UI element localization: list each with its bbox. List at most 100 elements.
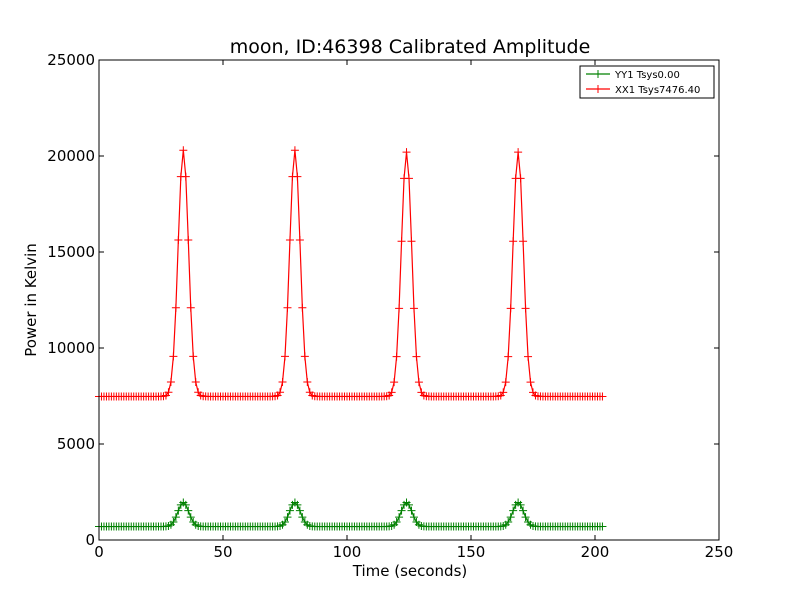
data-point bbox=[283, 513, 292, 522]
data-point bbox=[390, 378, 399, 387]
data-point bbox=[295, 236, 304, 245]
data-point bbox=[186, 303, 195, 312]
y-axis-label: Power in Kelvin bbox=[22, 243, 40, 357]
data-point bbox=[169, 352, 178, 361]
data-point bbox=[397, 506, 406, 515]
chart-title: moon, ID:46398 Calibrated Amplitude bbox=[230, 36, 591, 58]
data-point bbox=[283, 303, 292, 312]
data-point bbox=[285, 506, 294, 515]
plot-area bbox=[95, 146, 607, 531]
x-tick-label: 0 bbox=[94, 543, 104, 561]
data-point bbox=[191, 377, 200, 386]
data-point bbox=[407, 506, 416, 515]
data-point bbox=[281, 352, 289, 361]
data-point bbox=[412, 352, 421, 361]
data-point bbox=[402, 148, 411, 157]
data-point bbox=[300, 352, 309, 361]
y-tick-label: 20000 bbox=[47, 147, 95, 165]
data-point bbox=[169, 517, 178, 526]
x-tick-label: 50 bbox=[213, 543, 232, 561]
axis-ticks: 0 50 100 150 200 250 0 5000 10000 15000 20000 25000 bbox=[47, 51, 733, 561]
data-point bbox=[278, 377, 287, 386]
data-point bbox=[409, 513, 418, 522]
legend-marker bbox=[594, 70, 602, 78]
y-tick-label: 10000 bbox=[47, 339, 95, 357]
data-point bbox=[598, 522, 607, 531]
data-point bbox=[519, 506, 528, 515]
legend-item: XX1 Tsys7476.40 bbox=[586, 85, 700, 96]
data-point bbox=[281, 517, 289, 526]
data-point bbox=[285, 236, 294, 245]
data-point bbox=[526, 378, 535, 387]
data-point bbox=[174, 236, 183, 245]
data-point bbox=[405, 500, 413, 509]
data-point bbox=[293, 500, 302, 509]
y-tick-label: 15000 bbox=[47, 243, 95, 261]
data-point bbox=[181, 172, 190, 181]
data-point bbox=[501, 378, 510, 387]
data-point bbox=[499, 388, 508, 397]
data-point bbox=[184, 236, 193, 245]
data-point bbox=[186, 513, 195, 522]
series-1 bbox=[95, 146, 607, 401]
data-point bbox=[181, 500, 190, 509]
data-point bbox=[506, 304, 515, 313]
data-point bbox=[171, 513, 180, 522]
legend-item: YY1 Tsys0.00 bbox=[586, 70, 680, 81]
data-point bbox=[387, 388, 396, 397]
data-point bbox=[298, 513, 307, 522]
data-point bbox=[189, 352, 198, 361]
series-0 bbox=[95, 498, 607, 531]
data-point bbox=[519, 237, 528, 246]
data-point bbox=[298, 303, 307, 312]
legend: YY1 Tsys0.00 XX1 Tsys7476.40 bbox=[579, 65, 715, 99]
data-point bbox=[392, 352, 401, 361]
data-point bbox=[598, 392, 607, 401]
data-point bbox=[509, 506, 518, 515]
data-point bbox=[166, 377, 175, 386]
data-point bbox=[516, 500, 525, 509]
data-point bbox=[504, 517, 513, 526]
data-point bbox=[392, 517, 401, 526]
data-point bbox=[290, 146, 299, 155]
y-tick-label: 5000 bbox=[57, 435, 95, 453]
data-point bbox=[395, 513, 404, 522]
axes-frame bbox=[98, 59, 720, 541]
data-point bbox=[174, 506, 183, 515]
data-point bbox=[276, 388, 285, 397]
legend-marker bbox=[594, 85, 602, 93]
data-point bbox=[506, 513, 515, 522]
data-point bbox=[509, 237, 518, 246]
data-point bbox=[293, 172, 302, 181]
x-tick-label: 100 bbox=[333, 543, 362, 561]
data-point bbox=[504, 352, 513, 361]
y-tick-label: 0 bbox=[85, 531, 95, 549]
data-point bbox=[516, 174, 525, 183]
data-point bbox=[521, 513, 530, 522]
data-point bbox=[303, 377, 312, 386]
x-axis-label: Time (seconds) bbox=[352, 562, 468, 580]
data-point bbox=[171, 303, 180, 312]
data-point bbox=[521, 304, 530, 313]
legend-label: YY1 Tsys0.00 bbox=[614, 70, 680, 81]
legend-label: XX1 Tsys7476.40 bbox=[615, 85, 700, 96]
data-point bbox=[414, 378, 423, 387]
legend-frame bbox=[579, 65, 715, 99]
x-tick-label: 200 bbox=[581, 543, 610, 561]
data-point bbox=[395, 304, 404, 313]
data-point bbox=[184, 506, 193, 515]
data-point bbox=[514, 148, 523, 157]
data-point bbox=[295, 506, 304, 515]
data-point bbox=[397, 237, 406, 246]
y-tick-label: 25000 bbox=[47, 51, 95, 69]
data-point bbox=[179, 146, 188, 155]
x-tick-label: 250 bbox=[705, 543, 734, 561]
data-point bbox=[409, 304, 418, 313]
data-point bbox=[164, 388, 173, 397]
data-point bbox=[405, 174, 413, 183]
data-point bbox=[407, 237, 416, 246]
data-point bbox=[524, 352, 533, 361]
x-tick-label: 150 bbox=[457, 543, 486, 561]
